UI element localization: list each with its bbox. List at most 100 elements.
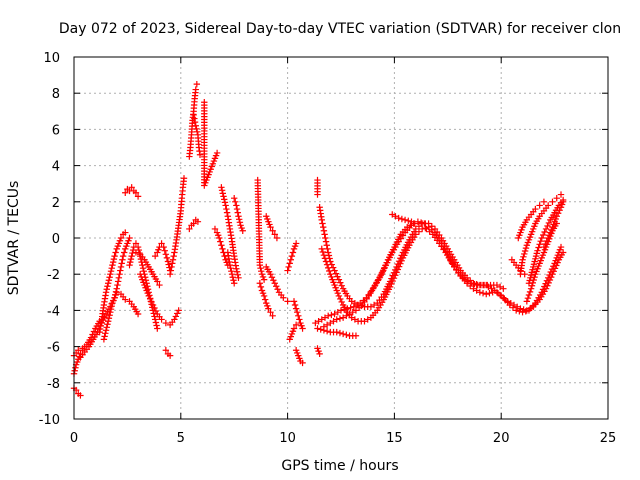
- data-point: [234, 209, 241, 216]
- data-point: [554, 210, 562, 217]
- data-point: [319, 248, 327, 256]
- data-point: [280, 294, 287, 301]
- data-point: [105, 277, 113, 284]
- data-point: [355, 304, 363, 311]
- data-point: [122, 189, 129, 196]
- data-point: [107, 305, 115, 313]
- data-point: [464, 278, 472, 285]
- data-point: [542, 225, 550, 233]
- series-track-17: [201, 99, 221, 189]
- data-point: [336, 329, 344, 337]
- data-point: [394, 266, 402, 273]
- y-tick-label: -4: [47, 304, 60, 319]
- data-point: [103, 324, 110, 331]
- data-point: [395, 263, 403, 270]
- data-point: [239, 227, 246, 234]
- data-point: [540, 198, 548, 205]
- data-point: [192, 122, 199, 129]
- series-track-37: [389, 211, 415, 225]
- data-point: [192, 86, 199, 93]
- data-point: [111, 252, 118, 260]
- data-point: [344, 305, 351, 312]
- data-point: [287, 256, 295, 263]
- data-point: [549, 198, 556, 205]
- data-point: [414, 218, 422, 225]
- series-track-36: [320, 220, 417, 330]
- data-point: [267, 271, 274, 278]
- data-point: [175, 307, 182, 314]
- data-point: [236, 219, 244, 226]
- data-point: [110, 255, 118, 263]
- data-point: [226, 261, 234, 269]
- data-point: [267, 309, 274, 316]
- data-point: [169, 256, 177, 263]
- data-point: [286, 260, 293, 267]
- data-point: [343, 331, 350, 339]
- chart-title: Day 072 of 2023, Sidereal Day-to-day VTE…: [59, 21, 621, 37]
- x-tick-label: 15: [386, 431, 403, 446]
- data-point: [324, 312, 332, 320]
- data-point: [379, 268, 387, 275]
- data-point: [104, 280, 112, 287]
- data-point: [161, 247, 168, 254]
- series-track-22: [254, 176, 268, 283]
- data-point: [318, 316, 325, 323]
- data-point: [193, 80, 201, 88]
- data-point: [322, 238, 330, 245]
- data-point: [537, 237, 544, 245]
- data-point: [426, 228, 433, 235]
- data-point: [166, 352, 174, 359]
- data-point: [127, 255, 135, 263]
- data-point: [415, 223, 423, 230]
- data-point: [261, 296, 269, 303]
- data-point: [334, 273, 341, 280]
- series-track-43: [525, 196, 567, 287]
- data-point: [228, 267, 235, 275]
- data-point: [349, 309, 356, 316]
- y-tick-label: 10: [43, 51, 60, 66]
- data-point: [506, 301, 513, 309]
- data-point: [109, 258, 117, 266]
- x-tick-label: 25: [600, 431, 617, 446]
- data-point: [336, 315, 344, 322]
- data-point: [544, 202, 552, 209]
- data-point: [72, 364, 79, 371]
- series-track-15: [190, 111, 204, 158]
- data-point: [191, 118, 199, 126]
- data-point: [180, 175, 188, 182]
- data-point: [461, 276, 469, 283]
- data-point: [154, 325, 161, 332]
- data-point: [323, 261, 331, 268]
- data-point: [271, 231, 278, 238]
- data-point: [543, 237, 550, 245]
- data-point: [509, 304, 517, 311]
- data-point: [139, 264, 147, 272]
- axis-ticks: 0 5 10 15 20 25 -10 -8 -6 -4 -2 0 2 4 6 8 10: [39, 51, 617, 446]
- data-point: [267, 223, 274, 231]
- data-point: [193, 128, 201, 136]
- data-point: [318, 245, 325, 253]
- x-tick-label: 0: [70, 431, 78, 446]
- data-point: [113, 289, 120, 296]
- series-track-46: [540, 198, 567, 251]
- data-point: [269, 227, 276, 234]
- data-point: [501, 295, 508, 302]
- data-point: [330, 318, 337, 325]
- data-point: [314, 325, 321, 332]
- series-track-31: [314, 176, 321, 198]
- data-point: [148, 298, 155, 306]
- data-point: [107, 309, 114, 316]
- data-point: [519, 309, 526, 316]
- data-point: [139, 261, 146, 269]
- data-point: [166, 271, 174, 278]
- y-tick-label: 6: [52, 123, 60, 138]
- data-point: [559, 198, 567, 205]
- data-point: [516, 308, 523, 315]
- data-point: [320, 323, 328, 330]
- data-point: [383, 259, 390, 266]
- data-point: [231, 280, 238, 287]
- data-point: [542, 280, 549, 287]
- data-point: [160, 243, 167, 251]
- data-point: [146, 295, 154, 303]
- data-point: [556, 207, 563, 214]
